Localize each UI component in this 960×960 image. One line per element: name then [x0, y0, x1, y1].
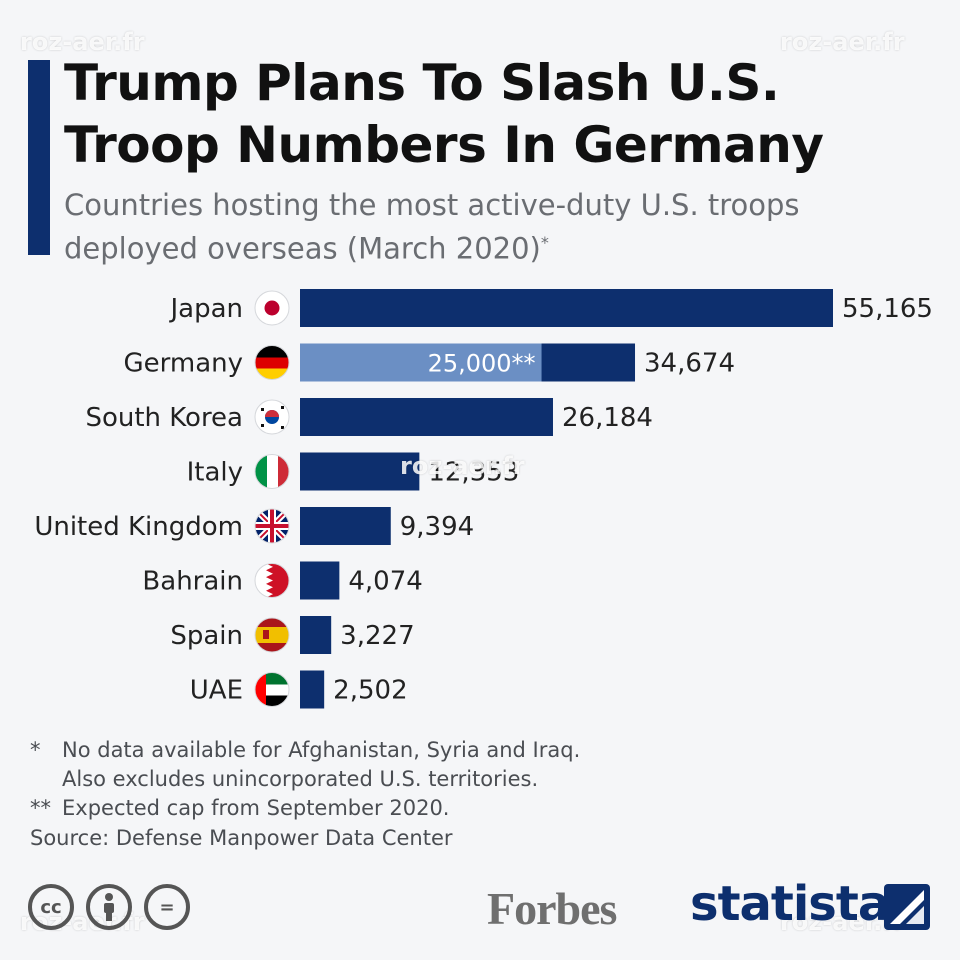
value-label: 4,074	[348, 567, 422, 597]
bar	[300, 507, 391, 545]
subtitle-text: Countries hosting the most active-duty U…	[64, 188, 800, 266]
source-line: Source: Defense Manpower Data Center	[30, 826, 453, 850]
footnote-2: ** Expected cap from September 2020.	[30, 794, 930, 823]
value-label: 2,502	[333, 676, 407, 706]
footnotes: * No data available for Afghanistan, Syr…	[30, 736, 930, 823]
footnote-line: No data available for Afghanistan, Syria…	[62, 738, 581, 762]
statista-logo: statista	[690, 876, 890, 932]
category-label: Spain	[170, 621, 243, 651]
category-label: South Korea	[85, 403, 243, 433]
value-label: 26,184	[562, 403, 653, 433]
bar	[300, 670, 325, 709]
united-kingdom-flag-icon	[254, 508, 290, 544]
footnote-mark: *	[30, 738, 41, 762]
watermark-center: roz-aer.fr	[400, 452, 525, 480]
value-label: 12,353	[428, 458, 519, 488]
cap-bar	[300, 343, 542, 382]
bars-layer: Japan 55,165 Germany 25,000** 34,674 South Ko…	[34, 289, 933, 709]
category-label: UAE	[190, 676, 243, 706]
category-label: Germany	[123, 349, 243, 379]
watermark-top-right: roz-aer.fr	[780, 28, 905, 56]
footnote-1: * No data available for Afghanistan, Syr…	[30, 736, 930, 794]
license-icons: cc =	[28, 884, 190, 930]
bar	[300, 561, 340, 600]
chart-title: Trump Plans To Slash U.S. Troop Numbers …	[64, 54, 824, 174]
bar	[300, 616, 332, 654]
germany-flag-icon	[254, 345, 290, 380]
footnote-text: No data available for Afghanistan, Syria…	[62, 736, 580, 794]
bar	[300, 398, 553, 436]
creative-commons-icon: cc	[28, 884, 74, 930]
subtitle-footnote-mark: *	[540, 233, 549, 252]
italy-flag-icon	[254, 454, 290, 489]
category-label: United Kingdom	[34, 512, 243, 542]
bar	[300, 289, 833, 327]
spain-flag-icon	[254, 617, 290, 653]
bahrain-flag-icon	[254, 563, 290, 598]
watermark-bottom-right: roz-aer.fr	[780, 908, 905, 936]
category-label: Bahrain	[142, 567, 243, 597]
footnote-mark: **	[30, 796, 51, 820]
cap-value-label: 25,000**	[428, 350, 536, 378]
watermark-top-left: roz-aer.fr	[20, 28, 145, 56]
value-label: 55,165	[842, 294, 933, 324]
bar	[300, 452, 420, 491]
japan-flag-icon	[254, 290, 290, 326]
title-accent-bar	[28, 60, 50, 255]
uae-flag-icon	[254, 672, 290, 707]
footnote-line: Also excludes unincorporated U.S. territ…	[62, 767, 539, 791]
footnote-text: Expected cap from September 2020.	[62, 796, 450, 820]
statista-logo-mark-icon	[884, 884, 930, 930]
category-label: Italy	[187, 458, 243, 488]
chart-subtitle: Countries hosting the most active-duty U…	[64, 186, 924, 268]
forbes-logo: Forbes	[487, 883, 617, 934]
value-label: 9,394	[400, 512, 474, 542]
south-korea-flag-icon	[254, 399, 290, 435]
no-derivatives-icon: =	[144, 884, 190, 930]
category-label: Japan	[168, 294, 243, 324]
bar-chart: Japan 55,165 Germany 25,000** 34,674 South Ko…	[34, 289, 933, 709]
person-glyph	[104, 893, 114, 921]
attribution-icon	[86, 884, 132, 930]
value-label: 3,227	[340, 621, 414, 651]
value-label: 34,674	[644, 349, 735, 379]
